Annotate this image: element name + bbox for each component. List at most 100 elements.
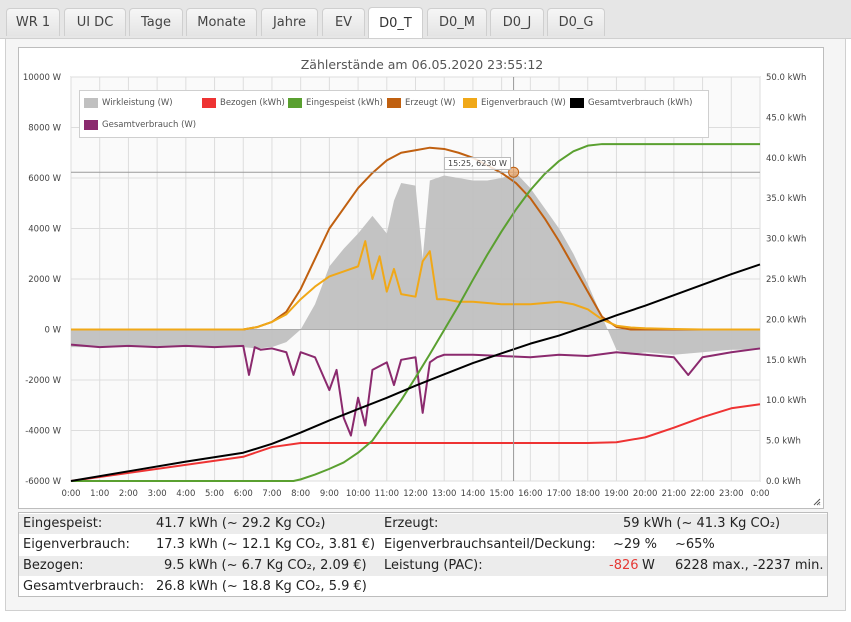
x-tick-label: 3:00 — [148, 489, 167, 499]
x-tick-label: 5:00 — [205, 489, 224, 499]
deckung-value: ~65% — [675, 537, 715, 552]
y-right-tick-label: 25.0 kWh — [766, 275, 806, 285]
y-left-tick-label: 10000 W — [23, 73, 62, 83]
x-tick-label: 17:00 — [547, 489, 572, 499]
leistung-label: Leistung (PAC): — [384, 558, 483, 573]
x-tick-label: 9:00 — [320, 489, 339, 499]
eigenverbrauch-value: 17.3 kWh (~ 12.1 Kg CO₂, 3.81 €) — [156, 537, 376, 552]
eingespeist-label: Eingespeist: — [23, 516, 103, 531]
chart-plot[interactable]: 0:00 1:00 2:00 3:00 4:00 5:00 6:00 7:00 8:00 9:00… — [19, 48, 823, 508]
x-tick-label: 22:00 — [690, 489, 715, 499]
y-left-tick-label: 0 W — [44, 326, 61, 336]
tab-d0-j[interactable]: D0_J — [490, 8, 544, 36]
tab-ui-dc[interactable]: UI DC — [64, 8, 126, 36]
y-right-tick-label: 30.0 kWh — [766, 235, 806, 245]
x-tick-label: 20:00 — [633, 489, 658, 499]
resize-grip-icon[interactable] — [813, 498, 821, 506]
stats-row: Eigenverbrauch: 17.3 kWh (~ 12.1 Kg CO₂,… — [19, 535, 827, 555]
crosshair-marker — [508, 166, 520, 178]
y-right-tick-label: 50.0 kWh — [766, 73, 806, 83]
x-tick-label: 4:00 — [176, 489, 195, 499]
bezogen-value: 9.5 kWh (~ 6.7 Kg CO₂, 2.09 €) — [164, 558, 367, 573]
chart-title: Zählerstände am 06.05.2020 23:55:12 — [300, 57, 544, 72]
y-left-tick-label: -6000 W — [25, 477, 61, 487]
chart-container: Zählerstände am 06.05.2020 23:55:12 0:00… — [18, 47, 824, 509]
y-left-tick-label: -4000 W — [25, 427, 61, 437]
legend-item-wirkleistung[interactable]: Wirkleistung (W) — [84, 98, 173, 108]
x-tick-label: 16:00 — [518, 489, 543, 499]
x-tick-label: 15:00 — [489, 489, 514, 499]
x-tick-label: 13:00 — [432, 489, 457, 499]
y-right-tick-label: 5.0 kWh — [766, 437, 801, 447]
x-tick-label: 2:00 — [119, 489, 138, 499]
leistung-minmax: 6228 max., -2237 min. — [675, 558, 824, 573]
x-tick-label: 10:00 — [346, 489, 371, 499]
leistung-value: -826 — [609, 558, 639, 573]
stats-row: Gesamtverbrauch: 26.8 kWh (~ 18.8 Kg CO₂… — [19, 577, 827, 597]
y-right-tick-label: 20.0 kWh — [766, 315, 806, 325]
y-right-tick-label: 35.0 kWh — [766, 194, 806, 204]
y-left-tick-label: 2000 W — [28, 275, 61, 285]
tab-d0-t[interactable]: D0_T — [368, 7, 423, 39]
leistung-unit: W — [642, 558, 655, 573]
y-right-tick-label: 40.0 kWh — [766, 154, 806, 164]
legend-swatch — [288, 98, 302, 108]
x-tick-label: 7:00 — [262, 489, 281, 499]
tab-monate[interactable]: Monate — [186, 8, 257, 36]
tab-tage[interactable]: Tage — [129, 8, 183, 36]
gesamtverbrauch-value: 26.8 kWh (~ 18.8 Kg CO₂, 5.9 €) — [156, 579, 367, 594]
stats-table: Eingespeist: 41.7 kWh (~ 29.2 Kg CO₂) Er… — [18, 512, 828, 597]
tab-d0-g[interactable]: D0_G — [547, 8, 605, 36]
anteil-label: Eigenverbrauchsanteil/Deckung: — [384, 537, 596, 552]
series-gesamtverbrauch-w-line — [70, 343, 761, 437]
x-tick-label: 11:00 — [375, 489, 400, 499]
gesamtverbrauch-label: Gesamtverbrauch: — [23, 579, 145, 594]
x-tick-label: 21:00 — [662, 489, 687, 499]
y-left-tick-label: 6000 W — [28, 174, 61, 184]
y-right-tick-label: 0.0 kWh — [766, 477, 801, 487]
x-tick-label: 6:00 — [234, 489, 253, 499]
legend-swatch — [84, 120, 98, 130]
legend-item-bezogen[interactable]: Bezogen (kWh) — [202, 98, 285, 108]
erzeugt-label: Erzeugt: — [384, 516, 439, 531]
x-tick-label: 23:00 — [719, 489, 744, 499]
anteil-value: ~29 % — [613, 537, 657, 552]
eigenverbrauch-label: Eigenverbrauch: — [23, 537, 130, 552]
stats-row: Eingespeist: 41.7 kWh (~ 29.2 Kg CO₂) Er… — [19, 514, 827, 534]
x-tick-label: 12:00 — [403, 489, 428, 499]
tab-d0-m[interactable]: D0_M — [427, 8, 487, 36]
x-tick-label: 8:00 — [291, 489, 310, 499]
legend-item-gesamtverbrauch-kwh[interactable]: Gesamtverbrauch (kWh) — [570, 98, 692, 108]
y-left-tick-label: 8000 W — [28, 124, 61, 134]
x-tick-label: 14:00 — [461, 489, 486, 499]
x-tick-label: 0:00 — [61, 489, 80, 499]
series-eingespeist-kwh-line — [71, 143, 760, 482]
chart-legend: Wirkleistung (W) Bezogen (kWh) Eingespei… — [79, 90, 709, 138]
legend-item-erzeugt[interactable]: Erzeugt (W) — [387, 98, 455, 108]
series-gesamtverbrauch-kwh-line — [70, 263, 761, 482]
series-bezogen-kwh-line — [70, 403, 761, 482]
legend-swatch — [463, 98, 477, 108]
x-tick-label: 1:00 — [90, 489, 109, 499]
bezogen-label: Bezogen: — [23, 558, 84, 573]
tab-jahre[interactable]: Jahre — [261, 8, 318, 36]
x-tick-label: 18:00 — [576, 489, 601, 499]
y-right-tick-label: 45.0 kWh — [766, 113, 806, 123]
y-left-tick-label: 4000 W — [28, 225, 61, 235]
legend-item-eigenverbrauch[interactable]: Eigenverbrauch (W) — [463, 98, 566, 108]
tab-ev[interactable]: EV — [322, 8, 365, 36]
tab-wr1[interactable]: WR 1 — [6, 8, 60, 36]
y-right-tick-label: 15.0 kWh — [766, 356, 806, 366]
x-tick-label: 0:00 — [750, 489, 769, 499]
legend-swatch — [570, 98, 584, 108]
series-erzeugt-w-line — [71, 146, 760, 331]
x-tick-label: 19:00 — [604, 489, 629, 499]
tab-bar: WR 1 UI DC Tage Monate Jahre EV D0_T D0_… — [0, 0, 851, 39]
legend-swatch — [387, 98, 401, 108]
legend-item-eingespeist[interactable]: Eingespeist (kWh) — [288, 98, 383, 108]
legend-swatch — [84, 98, 98, 108]
legend-item-gesamtverbrauch-w[interactable]: Gesamtverbrauch (W) — [84, 120, 196, 130]
y-right-tick-label: 10.0 kWh — [766, 396, 806, 406]
y-left-tick-label: -2000 W — [25, 376, 61, 386]
stats-row: Bezogen: 9.5 kWh (~ 6.7 Kg CO₂, 2.09 €) … — [19, 556, 827, 576]
